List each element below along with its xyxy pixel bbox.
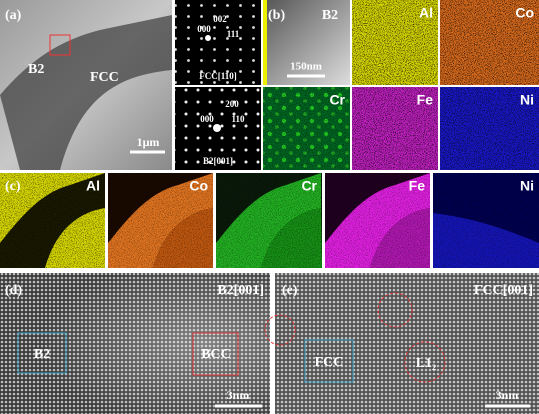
region-label: L1₂: [416, 356, 437, 371]
noise: [0, 173, 105, 268]
region-label: BCC: [201, 347, 231, 362]
zone-axis: B2[001]: [217, 283, 264, 298]
g: (c) Al: [0, 173, 105, 268]
element-label: Cr: [301, 178, 317, 194]
scale-label: 1μm: [137, 135, 160, 149]
g: Ni: [433, 173, 539, 268]
g: Cr: [216, 173, 322, 268]
element-label: Fe: [417, 92, 434, 108]
region-label: FCC: [315, 355, 344, 370]
noise: [352, 0, 438, 85]
noise: [216, 173, 322, 268]
roi-box: [49, 34, 71, 56]
element-label: Fe: [409, 178, 426, 194]
edge-strip: [263, 0, 267, 85]
zone-axis: B2[001]: [203, 156, 233, 166]
spot-index: 000: [200, 114, 214, 124]
element-label: Ni: [520, 178, 534, 194]
region-box: [192, 332, 239, 376]
region-box: [304, 339, 354, 383]
noise: [440, 87, 539, 170]
spot-index: 110: [231, 114, 245, 124]
zone-axis: FCC[001]: [474, 283, 533, 298]
g: Fe: [325, 173, 430, 268]
panel-label: (a): [5, 8, 22, 23]
contrast: [275, 273, 539, 414]
hrtem-image: [275, 273, 539, 414]
panel-label: (d): [5, 283, 22, 298]
element-label: Ni: [520, 92, 534, 108]
precipitate-ring: [264, 314, 296, 346]
element-label: Co: [189, 178, 208, 194]
noise: [108, 173, 213, 268]
b2-band: [0, 15, 172, 170]
spot-index: 000: [197, 24, 211, 34]
region-label: B2: [34, 347, 50, 362]
noise: [433, 173, 539, 268]
zone-axis: FCC[110]: [199, 71, 237, 81]
haadf-image: [263, 0, 350, 85]
contrast: [0, 273, 270, 414]
central-spot: [205, 35, 211, 41]
noise: [440, 0, 539, 85]
region-box: [17, 332, 67, 374]
diffraction-spots: [175, 0, 261, 85]
scale-label: 3nm: [227, 388, 250, 402]
spot-index: 111: [227, 29, 240, 39]
spot-index: 002: [213, 14, 227, 24]
scale-label: 150nm: [290, 61, 322, 73]
phase-label: B2: [322, 8, 338, 23]
g: Co: [108, 173, 213, 268]
precipitate-ring: [404, 341, 446, 383]
scale-label: 3nm: [496, 388, 519, 402]
element-label: Co: [515, 5, 534, 21]
panel-label: (c): [5, 179, 21, 194]
noise: [325, 173, 430, 268]
panel-label: (e): [282, 283, 298, 298]
panel-label: (b): [268, 8, 285, 23]
central-spot: [213, 124, 221, 132]
spot-index: 200: [225, 99, 239, 109]
noise: [352, 87, 438, 170]
phase-label: B2: [28, 62, 44, 77]
element-label: Al: [419, 5, 433, 21]
precipitate-ring: [377, 292, 413, 328]
noise: [263, 87, 350, 170]
element-label: Cr: [329, 92, 345, 108]
element-label: Al: [86, 178, 100, 194]
phase-label: FCC: [90, 70, 119, 85]
